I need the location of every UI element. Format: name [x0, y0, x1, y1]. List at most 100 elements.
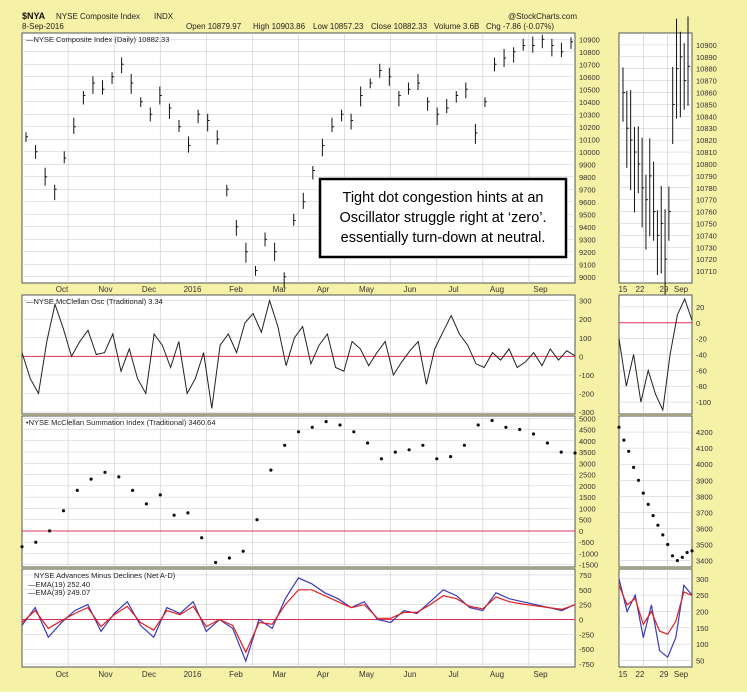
price-ytick: 9600	[579, 198, 596, 207]
zoom-ema39-line	[618, 585, 693, 636]
zoom-price-xtick: 15	[619, 285, 628, 294]
price-xtick-dec: Dec	[142, 285, 156, 294]
zsum-ytick: 3800	[696, 492, 713, 501]
zoom-summation-dot	[656, 523, 660, 527]
summation-panel-title: •NYSE McClellan Summation Index (Traditi…	[26, 418, 216, 427]
zsum-ytick: 4000	[696, 460, 713, 469]
summation-dot	[573, 451, 577, 455]
summation-dot	[559, 450, 563, 454]
price-ytick: 9400	[579, 223, 596, 232]
sum-ytick: 500	[579, 516, 592, 525]
netad-ytick: -250	[579, 630, 594, 639]
znetad-ytick: 200	[696, 607, 709, 616]
ema39-line	[21, 589, 576, 654]
zoom-summation-dot	[690, 549, 694, 553]
price-ytick: 10100	[579, 135, 600, 144]
summation-dot	[200, 536, 204, 540]
zoom-osc-line	[618, 297, 693, 412]
callout-border	[318, 177, 568, 259]
price-ytick: 10200	[579, 123, 600, 132]
zosc-ytick: -40	[696, 351, 707, 360]
zoom-summation-dot	[617, 425, 621, 429]
zoom-summation-dot	[666, 542, 670, 547]
zprice-ytick: 10880	[696, 65, 717, 74]
zoom-summation-dot	[646, 502, 650, 506]
sum-ytick: 4500	[579, 426, 596, 435]
zoom-summation-dot	[661, 533, 665, 537]
price-ytick: 10900	[579, 35, 600, 44]
summation-dot	[490, 418, 494, 423]
summation-dot	[20, 545, 24, 549]
netad-ytick: 750	[579, 571, 592, 580]
summation-dot	[172, 513, 176, 517]
summation-dot	[504, 425, 508, 429]
bottom-xtick-jun: Jun	[404, 670, 417, 679]
summation-dot	[366, 441, 370, 445]
osc-ytick: 300	[579, 297, 592, 306]
price-ytick: 10000	[579, 148, 600, 157]
summation-dot	[352, 430, 356, 434]
summation-dot	[186, 511, 190, 515]
bottom-xtick-nov: Nov	[98, 670, 112, 679]
zoom-bottom-xtick: Sep	[674, 670, 689, 679]
zoom-price-xtick: 22	[636, 285, 645, 294]
znetad-ytick: 100	[696, 640, 709, 649]
summation-dot	[117, 475, 121, 479]
summation-dot	[144, 502, 148, 506]
summation-dot	[269, 468, 273, 472]
znetad-ytick: 150	[696, 624, 709, 633]
price-ytick: 9500	[579, 210, 596, 219]
bottom-xtick-may: May	[359, 670, 374, 679]
legend-ema19: —EMA(19) 252.40	[28, 580, 90, 589]
zsum-ytick: 3400	[696, 557, 713, 566]
znetad-ytick: 50	[696, 656, 704, 665]
zsum-ytick: 3500	[696, 541, 713, 550]
summation-dot	[407, 448, 411, 452]
zosc-ytick: -20	[696, 335, 707, 344]
summation-dot	[75, 488, 79, 492]
volume-value: Volume 3.6B	[434, 22, 479, 31]
price-ytick: 9300	[579, 235, 596, 244]
chart-exchange: INDX	[154, 12, 174, 21]
summation-dot	[338, 423, 342, 427]
zosc-ytick: -60	[696, 366, 707, 375]
sum-ytick: -1500	[579, 561, 598, 570]
price-xtick-2016: 2016	[184, 285, 202, 294]
sum-ytick: 1500	[579, 493, 596, 502]
summation-dot	[421, 443, 425, 447]
osc-ytick: 200	[579, 315, 592, 324]
bottom-xtick-mar: Mar	[273, 670, 287, 679]
price-ytick: 10300	[579, 110, 600, 119]
zoom-summation-dot	[627, 449, 631, 453]
ema19-line	[21, 577, 576, 663]
high-value: High 10903.86	[253, 22, 306, 31]
osc-ytick: 100	[579, 334, 592, 343]
sum-ytick: 4000	[579, 437, 596, 446]
summation-dot	[283, 443, 287, 447]
bottom-xtick-aug: Aug	[490, 670, 504, 679]
zsum-ytick: 4100	[696, 444, 713, 453]
osc-ytick: -300	[579, 408, 594, 417]
summation-dot	[214, 560, 218, 565]
summation-dot	[476, 423, 480, 427]
zoom-summation-dot	[641, 491, 645, 495]
zprice-ytick: 10900	[696, 41, 717, 50]
summation-dot	[89, 477, 93, 481]
watermark: @StockCharts.com	[508, 12, 577, 21]
zprice-ytick: 10760	[696, 208, 717, 217]
zprice-ytick: 10840	[696, 112, 717, 121]
sum-ytick: 2000	[579, 482, 596, 491]
price-ytick: 10700	[579, 60, 600, 69]
summation-dot	[518, 427, 522, 432]
zprice-ytick: 10790	[696, 172, 717, 181]
zosc-ytick: -100	[696, 398, 711, 407]
summation-dot	[449, 455, 453, 459]
zprice-ytick: 10730	[696, 243, 717, 252]
price-ytick: 10400	[579, 98, 600, 107]
summation-dot	[34, 540, 38, 544]
price-xtick-mar: Mar	[273, 285, 287, 294]
bottom-xtick-oct: Oct	[56, 670, 69, 679]
zsum-ytick: 4200	[696, 428, 713, 437]
